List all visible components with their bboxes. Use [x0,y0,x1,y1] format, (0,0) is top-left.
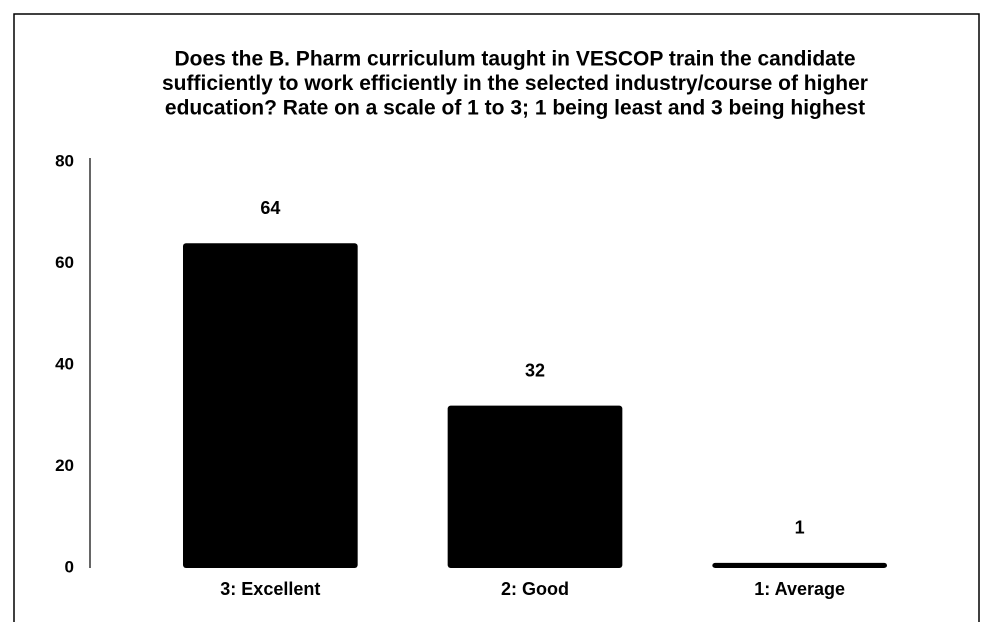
bar [447,405,623,568]
data-label: 64 [260,198,280,218]
x-tick-label: 1: Average [754,579,845,599]
bar [182,243,358,568]
chart-title: education? Rate on a scale of 1 to 3; 1 … [165,97,865,120]
chart-title: Does the B. Pharm curriculum taught in V… [174,48,855,71]
chart-title: sufficiently to work efficiently in the … [162,72,868,95]
bar [712,562,888,568]
x-tick-label: 3: Excellent [220,579,320,599]
y-tick-label: 60 [55,253,74,272]
y-tick-label: 40 [55,354,74,373]
y-tick-label: 0 [65,557,74,576]
data-label: 1 [795,518,805,538]
y-tick-label: 20 [55,456,74,475]
x-tick-label: 2: Good [501,579,569,599]
y-tick-label: 80 [55,151,74,170]
data-label: 32 [525,360,545,380]
